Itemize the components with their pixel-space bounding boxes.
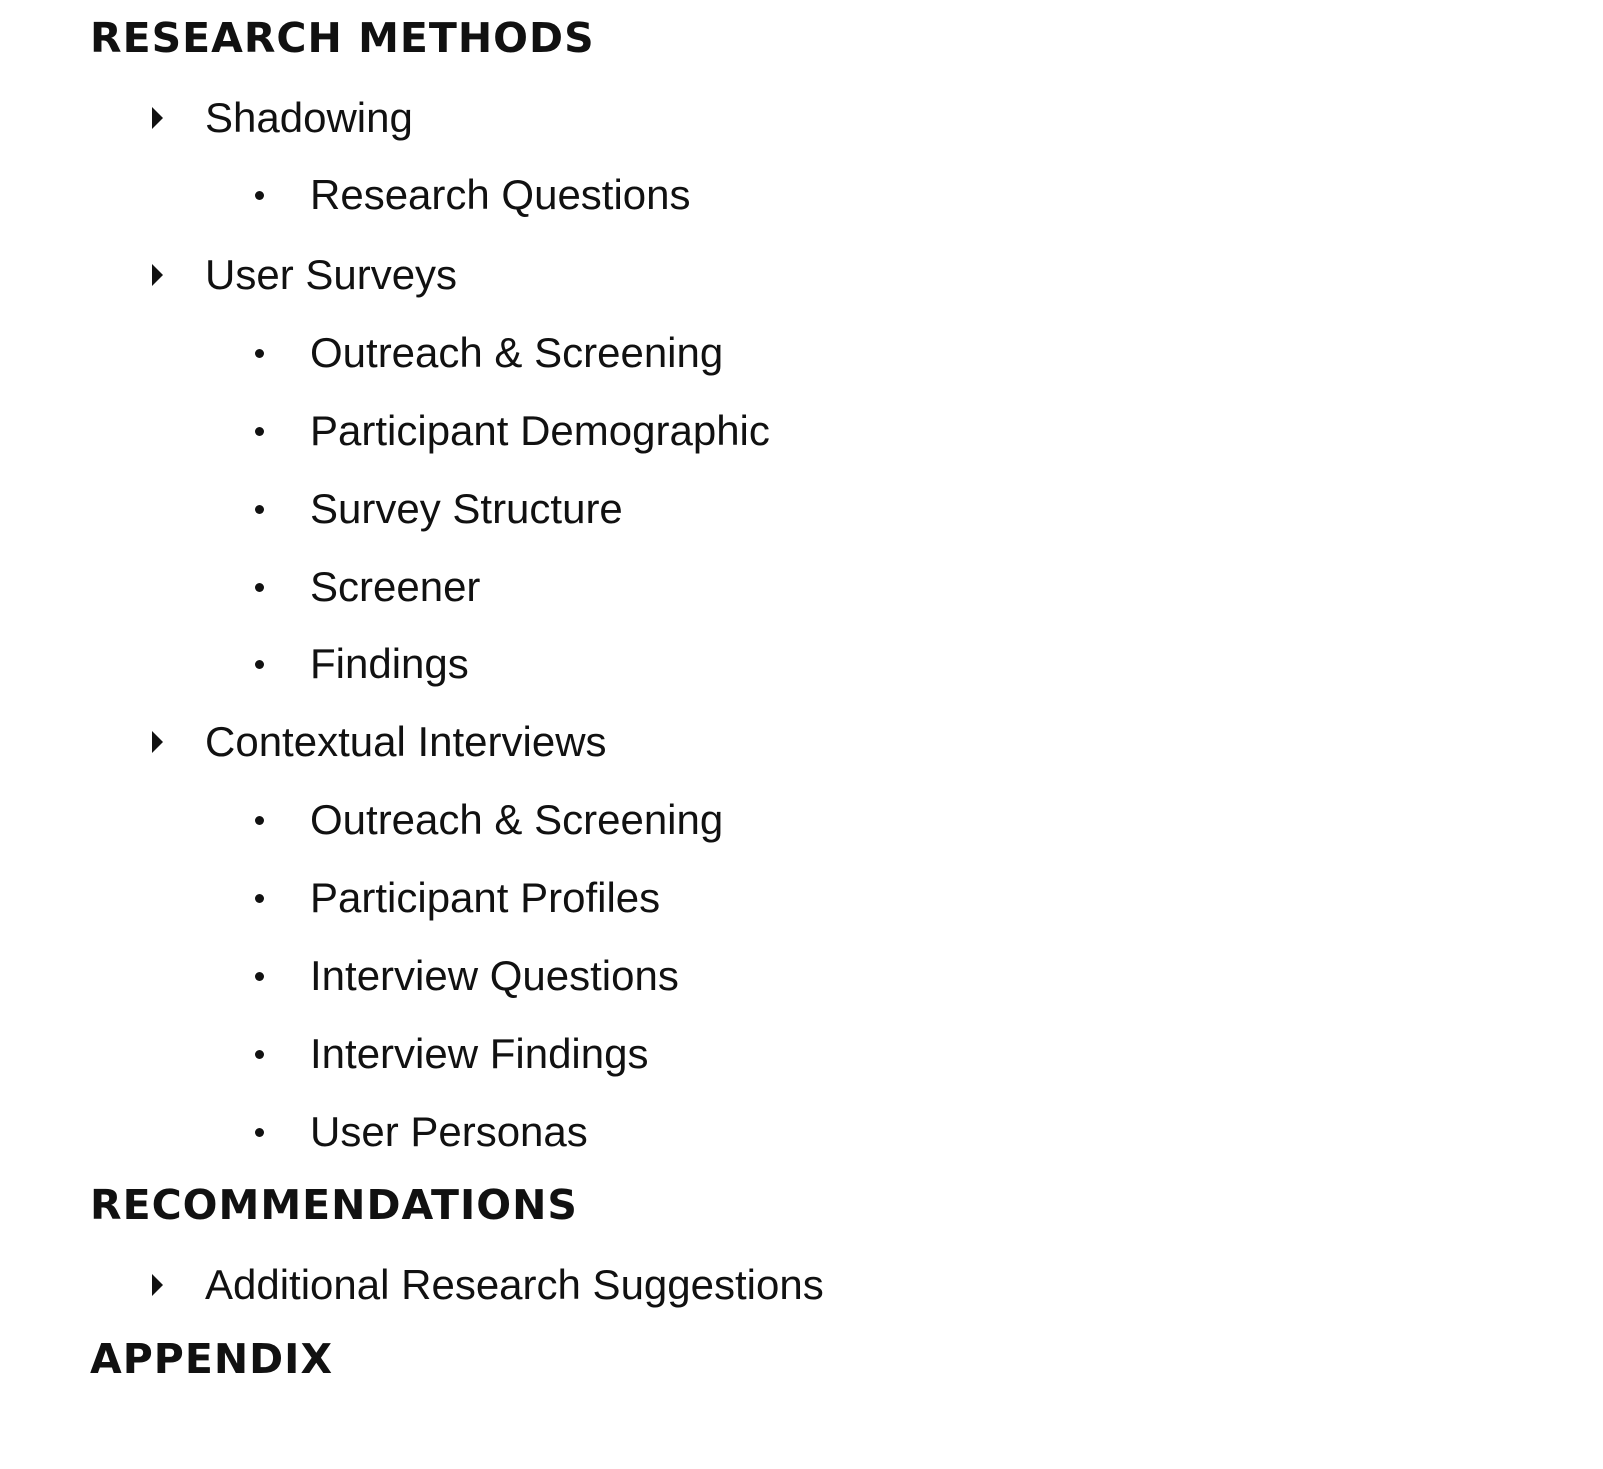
toc-subitem-label: Findings xyxy=(310,640,469,687)
bullet-icon xyxy=(255,583,264,592)
section-title-appendix[interactable]: APPENDIX xyxy=(90,1335,334,1383)
toc-item-label: User Surveys xyxy=(205,251,458,298)
toc-item-label: Contextual Interviews xyxy=(205,718,607,765)
bullet-icon xyxy=(255,349,264,358)
bullet-icon xyxy=(255,427,264,436)
bullet-icon xyxy=(255,816,264,825)
bullet-icon xyxy=(255,660,264,669)
toc-subitem-label: Research Questions xyxy=(310,171,691,218)
toc-subitem-label: Screener xyxy=(310,563,481,610)
toc-subitem-label: Interview Questions xyxy=(310,952,679,999)
caret-right-icon xyxy=(152,107,163,129)
toc-subitem-label: Outreach & Screening xyxy=(310,796,724,843)
toc-item-label: Additional Research Suggestions xyxy=(205,1261,824,1308)
toc-subitem-label: Outreach & Screening xyxy=(310,329,724,376)
toc-subitem-label: Survey Structure xyxy=(310,485,623,532)
toc-subitem-label: User Personas xyxy=(310,1108,588,1155)
toc-subitem-label: Participant Profiles xyxy=(310,874,661,921)
caret-right-icon xyxy=(152,1274,163,1296)
toc-item-label: Shadowing xyxy=(205,94,413,141)
bullet-icon xyxy=(255,191,264,200)
bullet-icon xyxy=(255,894,264,903)
bullet-icon xyxy=(255,505,264,514)
bullet-icon xyxy=(255,1128,264,1137)
caret-right-icon xyxy=(152,264,163,286)
toc-subitem-label: Interview Findings xyxy=(310,1030,649,1077)
bullet-icon xyxy=(255,972,264,981)
bullet-icon xyxy=(255,1050,264,1059)
section-title-recommendations: RECOMMENDATIONS xyxy=(90,1181,578,1229)
toc-subitem-label: Participant Demographic xyxy=(310,407,770,454)
section-title-research-methods: RESEARCH METHODS xyxy=(90,14,595,62)
caret-right-icon xyxy=(152,731,163,753)
